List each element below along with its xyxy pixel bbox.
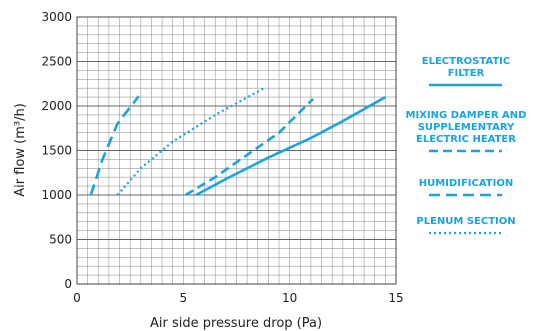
legend-label: ELECTROSTATIC — [422, 56, 511, 67]
series-lines — [89, 87, 387, 197]
y-tick-label: 2500 — [41, 55, 72, 69]
tick-labels: 0 5 10 15 0 500 1000 1500 2000 2500 3000 — [41, 10, 403, 305]
legend-label: HUMIDIFICATION — [419, 178, 513, 189]
legend-label: PLENUM SECTION — [416, 216, 515, 227]
plot-frame — [76, 16, 397, 285]
axes — [76, 16, 397, 285]
grid — [76, 16, 397, 285]
y-tick-label: 1500 — [41, 144, 72, 158]
y-tick-label: 1000 — [41, 188, 72, 202]
legend-label: FILTER — [448, 68, 485, 79]
x-tick-label: 15 — [388, 291, 403, 305]
y-tick-label: 500 — [49, 233, 72, 247]
y-axis-label: Air flow (m³/h) — [13, 103, 28, 197]
series-line-1 — [195, 95, 387, 197]
legend-label: ELECTRIC HEATER — [416, 134, 516, 145]
y-tick-label: 3000 — [41, 10, 72, 24]
x-tick-label: 0 — [73, 291, 81, 305]
x-axis-label: Air side pressure drop (Pa) — [150, 316, 322, 331]
series-line-3 — [89, 95, 140, 196]
x-tick-label: 5 — [180, 291, 188, 305]
y-tick-label: 0 — [64, 277, 72, 291]
series-line-4 — [116, 87, 265, 196]
series-line-2 — [184, 97, 315, 197]
y-tick-label: 2000 — [41, 99, 72, 113]
legend-label: MIXING DAMPER AND — [406, 110, 527, 121]
legend-label: SUPPLEMENTARY — [418, 122, 515, 133]
x-tick-label: 10 — [282, 291, 297, 305]
